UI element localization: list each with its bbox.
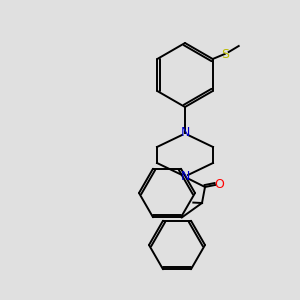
Text: S: S: [221, 47, 229, 61]
Text: N: N: [180, 127, 190, 140]
Text: N: N: [180, 170, 190, 184]
Text: O: O: [214, 178, 224, 190]
